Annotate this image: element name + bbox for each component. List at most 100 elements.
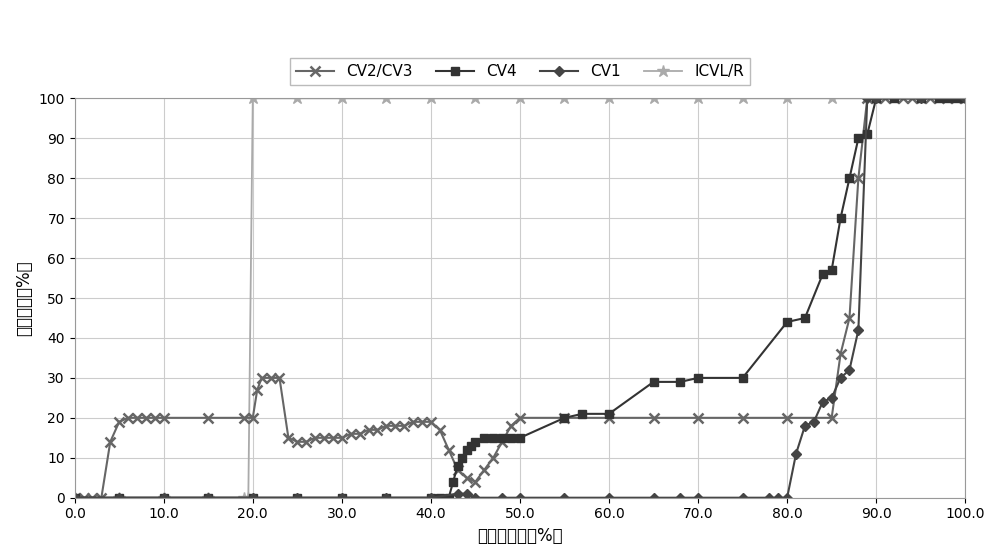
CV1 — [69, 494, 81, 501]
CV1 — [496, 494, 508, 501]
CV1 — [648, 494, 660, 501]
CV1 — [202, 494, 214, 501]
CV4 — [888, 95, 900, 102]
CV4 — [291, 494, 303, 501]
CV4 — [158, 494, 170, 501]
ICVL/R — [692, 95, 704, 102]
ICVL/R — [247, 95, 259, 102]
CV4 — [843, 175, 855, 181]
CV1 — [799, 422, 811, 429]
CV4 — [737, 375, 749, 381]
ICVL/R — [781, 95, 793, 102]
ICVL/R — [336, 95, 348, 102]
CV4 — [558, 414, 570, 421]
CV1 — [452, 491, 464, 497]
CV2/CV3 — [69, 494, 81, 501]
CV4 — [69, 494, 81, 501]
CV1 — [692, 494, 704, 501]
CV4 — [487, 435, 499, 441]
CV1 — [835, 375, 847, 381]
CV4 — [505, 435, 517, 441]
CV1 — [558, 494, 570, 501]
CV4 — [817, 270, 829, 277]
CV1 — [380, 494, 392, 501]
CV1 — [817, 399, 829, 405]
CV4 — [461, 446, 473, 453]
CV1 — [843, 367, 855, 374]
ICVL/R — [425, 95, 437, 102]
ICVL/R — [69, 494, 81, 501]
CV2/CV3 — [959, 95, 971, 102]
ICVL/R — [469, 95, 481, 102]
ICVL/R — [238, 494, 250, 501]
CV4 — [692, 375, 704, 381]
CV4 — [959, 95, 971, 102]
CV1 — [852, 326, 864, 333]
ICVL/R — [291, 95, 303, 102]
CV4 — [941, 95, 953, 102]
CV4 — [826, 267, 838, 273]
ICVL/R — [959, 95, 971, 102]
CV4 — [113, 494, 125, 501]
ICVL/R — [202, 494, 214, 501]
CV4 — [781, 319, 793, 325]
CV4 — [202, 494, 214, 501]
ICVL/R — [380, 95, 392, 102]
CV4 — [452, 463, 464, 469]
CV1 — [959, 95, 971, 102]
CV1 — [826, 394, 838, 401]
ICVL/R — [870, 95, 882, 102]
CV1 — [514, 494, 526, 501]
CV2/CV3 — [924, 95, 936, 102]
CV4 — [465, 442, 477, 449]
CV2/CV3 — [389, 422, 401, 429]
CV4 — [469, 438, 481, 445]
ICVL/R — [737, 95, 749, 102]
CV1 — [915, 95, 927, 102]
ICVL/R — [603, 95, 615, 102]
Line: CV1: CV1 — [71, 95, 969, 501]
ICVL/R — [242, 494, 254, 501]
CV4 — [447, 478, 459, 485]
CV4 — [434, 494, 446, 501]
ICVL/R — [558, 95, 570, 102]
CV1 — [291, 494, 303, 501]
CV4 — [576, 410, 588, 417]
CV4 — [915, 95, 927, 102]
CV2/CV3 — [781, 414, 793, 421]
CV4 — [950, 95, 962, 102]
CV4 — [852, 135, 864, 142]
CV1 — [425, 494, 437, 501]
CV1 — [247, 494, 259, 501]
CV1 — [461, 491, 473, 497]
X-axis label: 总阀位指令（%）: 总阀位指令（%） — [477, 527, 563, 545]
CV1 — [158, 494, 170, 501]
CV4 — [478, 435, 490, 441]
ICVL/R — [915, 95, 927, 102]
CV4 — [648, 379, 660, 385]
CV2/CV3 — [861, 95, 873, 102]
Line: CV2/CV3: CV2/CV3 — [70, 94, 970, 502]
CV4 — [933, 95, 945, 102]
CV4 — [870, 95, 882, 102]
CV4 — [380, 494, 392, 501]
ICVL/R — [514, 95, 526, 102]
CV4 — [603, 410, 615, 417]
CV1 — [861, 95, 873, 102]
CV4 — [514, 435, 526, 441]
CV4 — [861, 131, 873, 138]
CV4 — [496, 435, 508, 441]
CV1 — [790, 450, 802, 457]
CV4 — [247, 494, 259, 501]
CV1 — [469, 494, 481, 501]
CV4 — [336, 494, 348, 501]
CV4 — [674, 379, 686, 385]
CV1 — [113, 494, 125, 501]
CV2/CV3 — [363, 427, 375, 433]
CV4 — [456, 454, 468, 461]
CV2/CV3 — [158, 414, 170, 421]
CV4 — [425, 494, 437, 501]
Line: ICVL/R: ICVL/R — [68, 92, 972, 504]
Y-axis label: 调阀开度（%）: 调阀开度（%） — [15, 260, 33, 336]
CV4 — [799, 315, 811, 321]
